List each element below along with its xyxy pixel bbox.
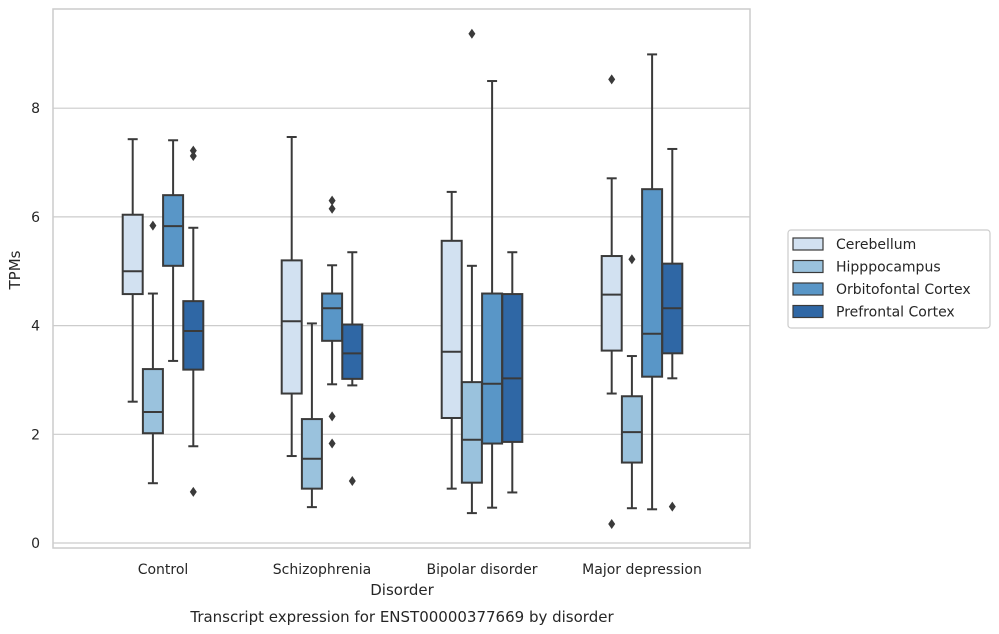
box-group [162,139,185,362]
outlier-point [328,195,336,206]
y-tick-label: 0 [31,536,40,552]
outlier-point [348,476,356,487]
box-group [600,74,623,529]
legend-swatch [792,237,824,251]
legend-box [787,229,991,329]
box-group [321,195,344,449]
box-group [141,220,164,485]
outlier-point [189,486,197,497]
box [162,194,185,267]
outlier-point [328,203,336,214]
box [440,239,463,419]
x-axis-label: Disorder [370,581,434,599]
outlier-point [628,254,636,265]
outlier-point [468,28,476,39]
outlier-point [189,145,197,156]
y-tick-label: 8 [31,101,40,117]
x-tick-label: Bipolar disorder [426,562,537,578]
box-group [481,80,504,509]
outlier-point [608,518,616,529]
box [300,418,323,490]
box [501,293,524,443]
box-group [460,28,483,515]
box [141,368,164,435]
legend: Cerebellum Hipppocampus Orbitofontal Corte… [787,229,991,329]
legend-label: Hipppocampus [836,260,941,276]
outlier-point [189,151,197,162]
legend-label: Prefrontal Cortex [836,305,955,321]
outlier-point [328,411,336,422]
y-axis-ticks: 0 2 4 6 8 [31,101,40,552]
outlier-point [608,74,616,85]
box [280,259,303,395]
box [341,323,364,380]
x-tick-label: Major depression [582,562,702,578]
box-group [182,145,205,497]
box [121,213,144,296]
box-group [501,251,524,494]
y-tick-label: 2 [31,427,40,443]
box [620,395,643,464]
box-groups [121,28,684,529]
box-group [641,53,664,511]
box [481,292,504,445]
outlier-point [668,501,676,512]
box-group [620,254,643,510]
box-group [661,147,684,512]
x-tick-label: Schizophrenia [273,562,371,578]
box-group [341,251,364,487]
box-group [300,322,323,509]
y-tick-label: 6 [31,210,40,226]
outlier-point [328,438,336,449]
box [182,300,205,371]
legend-swatch [792,282,824,296]
outlier-point [149,220,157,231]
plot-area-frame [52,8,751,549]
box-group [440,190,463,490]
box [600,255,623,352]
y-tick-label: 4 [31,319,40,335]
x-tick-label: Control [138,562,189,578]
box [641,188,664,378]
x-axis-ticks: Control Schizophrenia Bipolar disorder Majo… [138,562,702,578]
legend-label: Orbitofontal Cortex [836,282,971,298]
box [321,292,344,342]
box-group [280,136,303,458]
legend-label: Cerebellum [836,237,916,253]
y-axis-label: TPMs [6,250,24,290]
chart-caption: Transcript expression for ENST0000037766… [189,608,614,626]
legend-swatch [792,304,824,319]
box [460,381,483,484]
legend-swatch [792,259,824,274]
box-group [121,138,144,403]
